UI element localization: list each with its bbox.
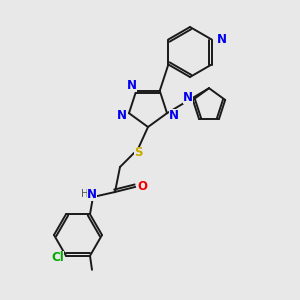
Text: N: N (117, 109, 127, 122)
Text: O: O (137, 179, 147, 193)
Text: Cl: Cl (52, 251, 64, 264)
Text: N: N (127, 79, 137, 92)
Text: H: H (81, 189, 89, 199)
Text: N: N (87, 188, 97, 200)
Text: S: S (134, 146, 142, 160)
Text: N: N (169, 109, 179, 122)
Text: N: N (183, 91, 193, 104)
Text: N: N (217, 33, 227, 46)
